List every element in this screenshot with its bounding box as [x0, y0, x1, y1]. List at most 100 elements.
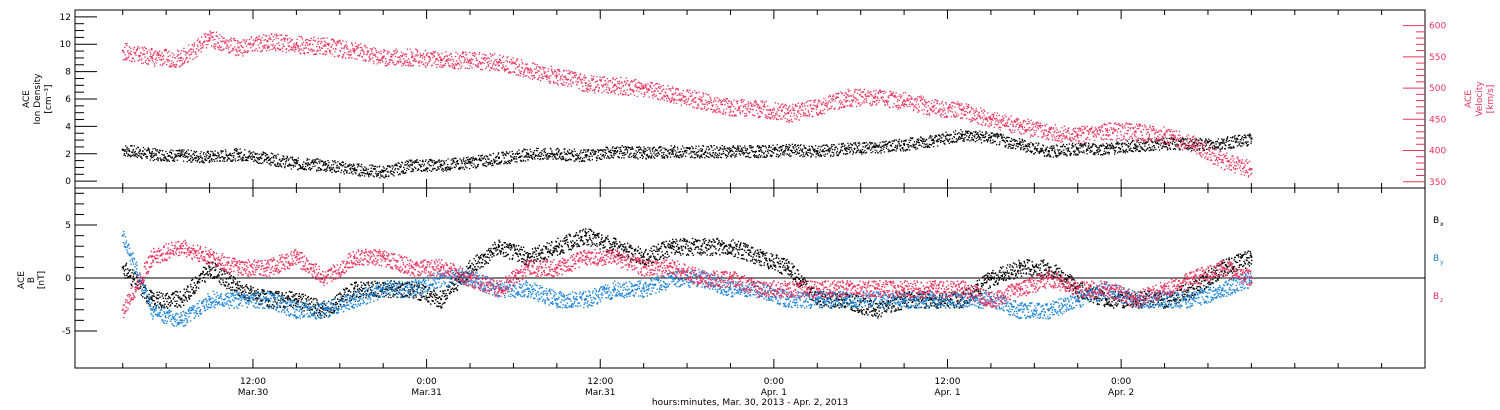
p1-scatter-dot — [591, 155, 593, 157]
p1-scatter-dot — [436, 169, 439, 171]
p1-scatter-dot — [311, 160, 313, 162]
p1-scatter-dot — [339, 164, 342, 166]
p1-scatter-dot — [394, 164, 396, 167]
p1-scatter-dot — [492, 164, 494, 166]
p1-scatter-dot — [474, 158, 476, 160]
p1-scatter-dot — [179, 150, 181, 152]
p1-scatter-dot — [521, 151, 523, 153]
p1-scatter-dot — [1086, 153, 1088, 155]
p1-scatter-dot — [178, 155, 180, 157]
p1-scatter-dot — [313, 159, 315, 161]
p1-scatter-dot — [1138, 144, 1141, 146]
p1-scatter-dot — [220, 35, 223, 38]
p1-scatter-dot — [229, 154, 232, 156]
p1-scatter-dot — [204, 158, 206, 161]
p1-scatter-dot — [822, 149, 824, 151]
p1-scatter-dot — [935, 134, 937, 137]
p1-scatter-dot — [1155, 148, 1157, 151]
p1-scatter-dot — [738, 153, 741, 155]
p1-scatter-dot — [1087, 145, 1090, 148]
p1-scatter-dot — [974, 141, 976, 143]
p1-scatter-dot — [603, 76, 605, 78]
p1-scatter-dot — [1139, 150, 1141, 152]
p1-scatter-dot — [1239, 139, 1242, 141]
p1-scatter-dot — [534, 158, 536, 160]
p1-scatter-dot — [196, 44, 199, 46]
p1-scatter-dot — [650, 156, 652, 158]
p1-scatter-dot — [337, 40, 339, 42]
p1-scatter-dot — [242, 159, 244, 162]
p1-scatter-dot — [196, 56, 198, 58]
p1-scatter-dot — [960, 129, 962, 131]
p1-scatter-dot — [1030, 141, 1032, 144]
p1-scatter-dot — [928, 137, 930, 139]
p1-scatter-dot — [257, 157, 259, 159]
p1-scatter-dot — [401, 54, 404, 57]
p1-scatter-dot — [861, 153, 863, 155]
p1-scatter-dot — [594, 81, 597, 83]
p1-scatter-dot — [166, 58, 168, 60]
p1-scatter-dot — [1010, 143, 1012, 146]
p1-scatter-dot — [585, 156, 587, 159]
p1-scatter-dot — [358, 173, 361, 176]
p1-scatter-dot — [1127, 144, 1129, 147]
p1-scatter-dot — [396, 61, 398, 63]
p1-scatter-dot — [218, 157, 221, 159]
p1-scatter-dot — [954, 130, 957, 132]
p1-scatter-dot — [713, 156, 715, 158]
p1-scatter-dot — [510, 58, 512, 60]
p1-scatter-dot — [601, 149, 604, 152]
p1-scatter-dot — [1053, 147, 1055, 149]
p1-scatter-dot — [397, 174, 400, 176]
p1-scatter-dot — [602, 86, 604, 88]
p1-scatter-dot — [432, 169, 434, 171]
p1-scatter-dot — [497, 152, 500, 154]
p1-scatter-dot — [210, 34, 212, 36]
p1-scatter-dot — [404, 161, 407, 163]
p1-scatter-dot — [434, 52, 436, 54]
p1-scatter-dot — [516, 153, 519, 155]
p1-scatter-dot — [805, 151, 807, 153]
p1-scatter-dot — [349, 49, 352, 51]
p1-scatter-dot — [599, 76, 601, 78]
p1-scatter-dot — [929, 136, 931, 138]
p1-scatter-dot — [638, 149, 640, 151]
p1-scatter-dot — [402, 52, 404, 55]
p1-scatter-dot — [313, 161, 315, 163]
p1-scatter-dot — [593, 90, 596, 92]
p1-scatter-dot — [512, 61, 515, 63]
p1-scatter-dot — [223, 160, 226, 162]
p1-scatter-dot — [567, 85, 569, 88]
p1-scatter-dot — [924, 140, 927, 142]
p1-scatter-dot — [892, 148, 894, 151]
p1-scatter-dot — [802, 152, 805, 154]
p1-scatter-dot — [868, 147, 870, 149]
p1-scatter-dot — [509, 155, 512, 157]
p1-scatter-dot — [512, 153, 514, 155]
p1-scatter-dot — [1152, 144, 1155, 147]
p1-scatter-dot — [689, 156, 692, 159]
p1-scatter-dot — [441, 59, 444, 62]
p1-scatter-dot — [596, 159, 598, 162]
p1-scatter-dot — [775, 148, 777, 151]
p1-scatter-dot — [523, 70, 526, 72]
p1-scatter-dot — [1195, 142, 1198, 144]
p1-scatter-dot — [336, 167, 339, 169]
p1-scatter-dot — [565, 158, 567, 160]
p1-scatter-dot — [821, 149, 824, 151]
p1-scatter-dot — [140, 52, 142, 54]
p1-scatter-dot — [127, 155, 129, 157]
p1-scatter-dot — [518, 65, 520, 67]
p1-scatter-dot — [393, 172, 395, 174]
p1-scatter-dot — [477, 163, 479, 166]
p1-scatter-dot — [777, 149, 779, 152]
p1-scatter-dot — [134, 154, 136, 156]
p1-scatter-dot — [415, 160, 417, 163]
p1-scatter-dot — [942, 140, 944, 143]
p1-data-point — [497, 156, 500, 159]
p1-scatter-dot — [654, 150, 656, 152]
p1-scatter-dot — [1158, 149, 1161, 151]
p1-scatter-dot — [796, 144, 799, 147]
p1-data-point — [1076, 147, 1079, 150]
